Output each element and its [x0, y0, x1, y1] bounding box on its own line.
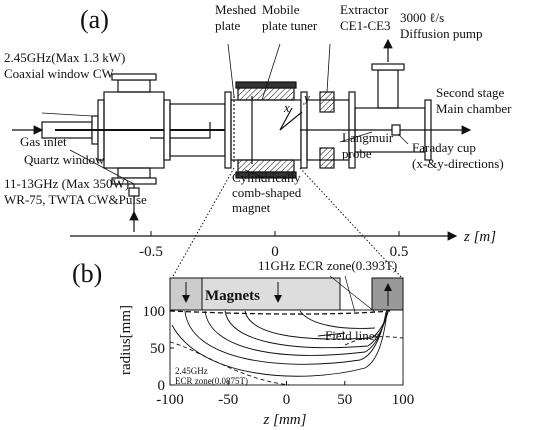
label: Coaxial window CW [4, 66, 114, 81]
label: Field lines [325, 328, 380, 343]
label: (x-&y-directions) [412, 156, 504, 171]
label: Magnets [205, 288, 260, 304]
tick-label: 0 [158, 378, 166, 394]
tick-label: 0 [283, 392, 291, 408]
tick-label: -50 [218, 392, 238, 408]
label: 2.45GHz [175, 366, 208, 376]
label: Diffusion pump [400, 26, 482, 41]
axis-label: z [mm] [263, 412, 307, 428]
axis-label: radius[mm] [118, 305, 134, 375]
label: Quartz window [24, 152, 105, 167]
label: Gas inlet [20, 134, 67, 149]
label: y [302, 90, 310, 105]
tick-label: 100 [392, 392, 415, 408]
label: 2.45GHz(Max 1.3 kW) [4, 50, 125, 65]
label: Langmuir [342, 130, 394, 145]
label: plate [215, 18, 240, 33]
tick-label: -0.5 [139, 244, 163, 260]
tick-label: 0.5 [390, 244, 409, 260]
label: ECR zone(0.0875T) [175, 376, 248, 386]
label: Main chamber [436, 101, 512, 116]
label: 11-13GHz (Max 350W) [4, 176, 129, 191]
label: Cylindrically [232, 170, 301, 185]
tick-label: 50 [337, 392, 352, 408]
panel-label: (b) [72, 259, 102, 288]
label: probe [342, 146, 372, 161]
tick-label: 100 [143, 304, 166, 320]
tick-label: 50 [150, 341, 165, 357]
panel-label: (a) [80, 5, 109, 34]
label: Extractor [340, 2, 389, 17]
label: 11GHz ECR zone(0.393T) [258, 258, 397, 273]
label: Meshed [215, 2, 257, 17]
label: Second stage [436, 85, 504, 100]
tick-label: -100 [156, 392, 184, 408]
figure: (a) Meshed plate Mobile plate tuner Extr… [0, 0, 538, 430]
label: CE1-CE3 [340, 18, 391, 33]
label: WR-75, TWTA CW&Pulse [4, 192, 147, 207]
axis-label: z [m] [463, 229, 496, 245]
label: 3000 ℓ/s [400, 10, 444, 25]
label: Faraday cup [412, 140, 476, 155]
label: comb-shaped [232, 185, 302, 200]
label: plate tuner [262, 18, 318, 33]
tick-label: 0 [271, 244, 279, 260]
label: Mobile [262, 2, 300, 17]
label: x [283, 100, 290, 115]
label: magnet [232, 200, 271, 215]
